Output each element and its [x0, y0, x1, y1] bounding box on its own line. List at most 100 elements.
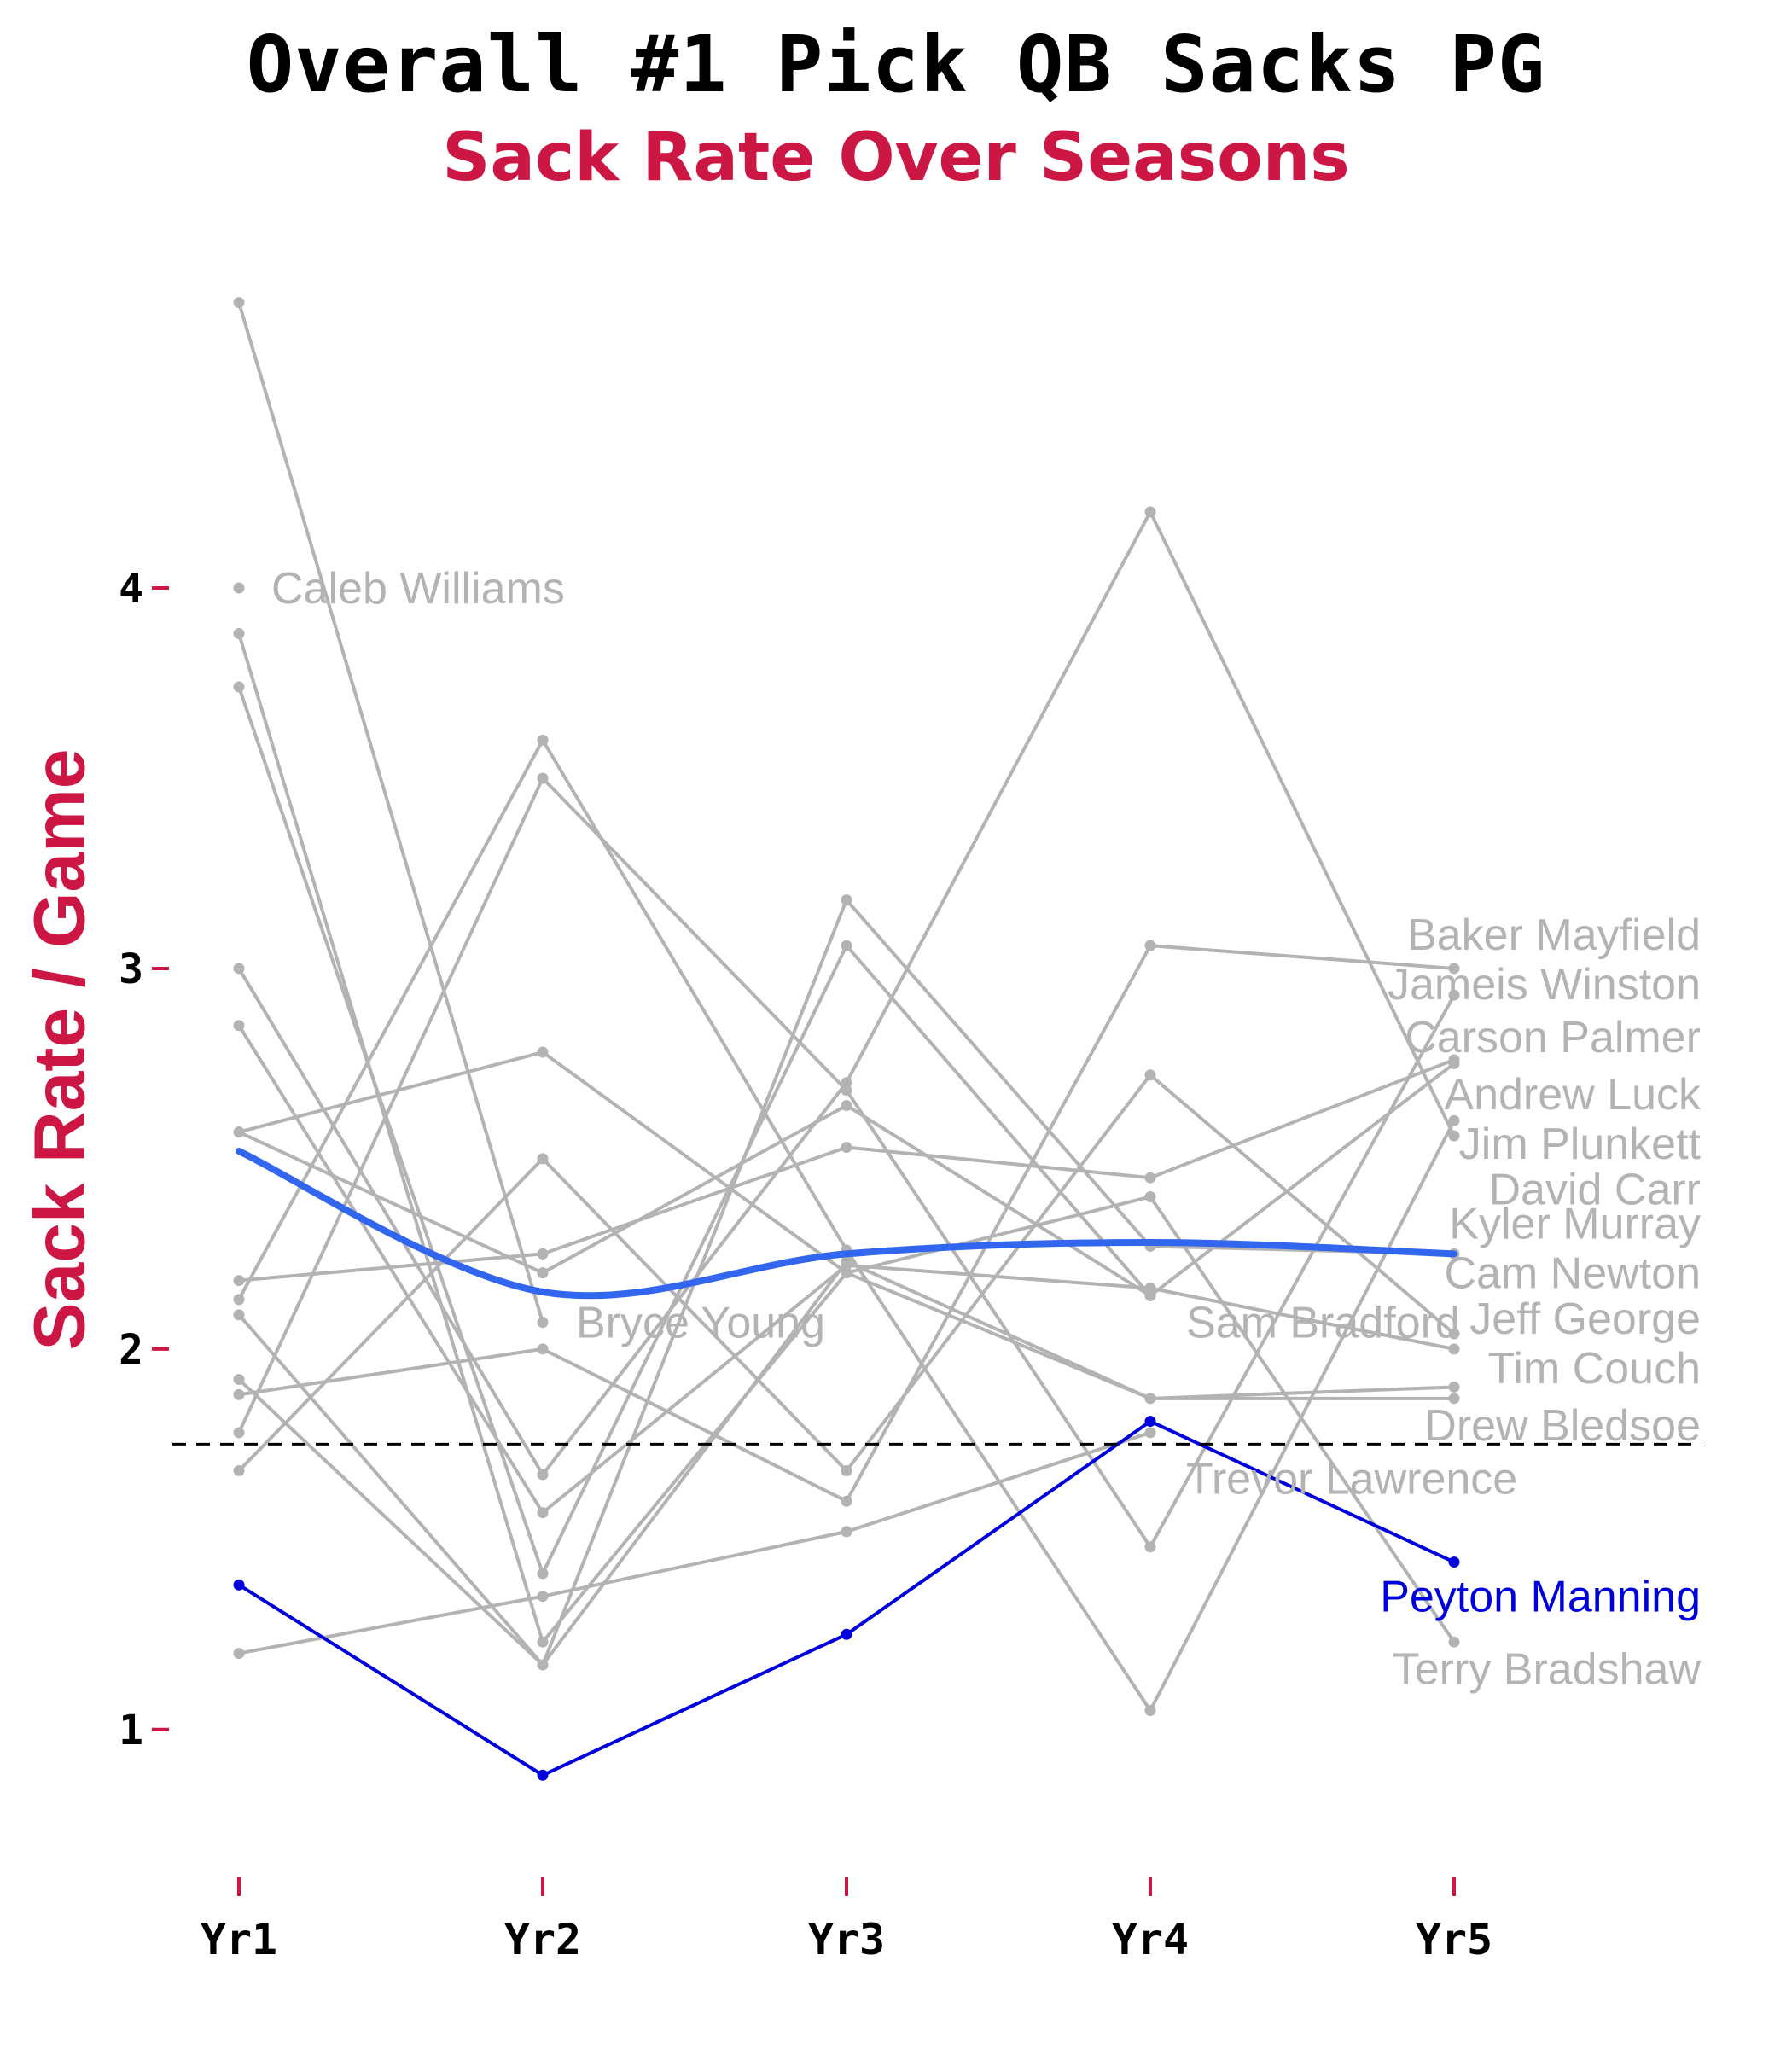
series-label-jameis-winston: Jameis Winston [1388, 960, 1701, 1009]
data-point-jim-plunkett [1144, 1172, 1156, 1184]
series-label-kyler-murray: Kyler Murray [1449, 1200, 1701, 1249]
chart-title: Overall #1 Pick QB Sacks PG [246, 19, 1546, 110]
data-point-sam-bradford [841, 1099, 852, 1111]
data-point-terry-bradshaw [233, 1648, 245, 1660]
series-label-jeff-george: Jeff George [1469, 1295, 1701, 1344]
series-label-terry-bradshaw: Terry Bradshaw [1393, 1644, 1702, 1694]
data-point-drew-bledsoe [1144, 1393, 1156, 1405]
data-point-drew-bledsoe [1448, 1393, 1460, 1405]
data-point-peyton-manning [1144, 1416, 1156, 1428]
data-point-baker-mayfield [841, 940, 852, 951]
series-label-jim-plunkett: Jim Plunkett [1459, 1120, 1702, 1169]
data-point-drew-bledsoe [537, 1046, 549, 1058]
trend-line [236, 1147, 1457, 1300]
data-point-baker-mayfield [1144, 1289, 1156, 1301]
y-tick-label: 1 [119, 1707, 143, 1754]
data-point-peyton-manning [537, 1769, 549, 1781]
data-point-jameis-winston [1448, 989, 1460, 1001]
series-line-jameis-winston [237, 776, 1456, 1549]
chart-subtitle: Sack Rate Over Seasons [442, 119, 1350, 196]
data-point-jeff-george [1144, 506, 1156, 518]
data-point-trevor-lawrence [233, 628, 245, 640]
data-point-peyton-manning [841, 1628, 852, 1640]
series-line-bryce-young [237, 302, 544, 1324]
series-label-drew-bledsoe: Drew Bledsoe [1424, 1401, 1701, 1451]
x-tick-label: Yr2 [504, 1915, 581, 1964]
data-point-caleb-williams [233, 582, 245, 594]
data-point-tim-couch [841, 1255, 852, 1267]
y-tick-label: 4 [119, 565, 143, 613]
series-label-bryce-young: Bryce Young [576, 1299, 825, 1348]
data-point-david-carr [233, 1465, 245, 1477]
series-label-david-carr: David Carr [1489, 1166, 1702, 1215]
data-point-peyton-manning [1448, 1556, 1460, 1568]
series-label-sam-bradford: Sam Bradford [1186, 1299, 1460, 1348]
series-label-caleb-williams: Caleb Williams [271, 564, 565, 614]
series-line-sam-bradford [238, 1103, 1152, 1298]
data-point-david-carr [1448, 1328, 1460, 1340]
data-point-carson-palmer [537, 734, 549, 746]
data-point-sam-bradford [537, 1267, 549, 1279]
series-label-carson-palmer: Carson Palmer [1405, 1013, 1701, 1062]
data-point-david-carr [841, 1465, 852, 1477]
series-label-tim-couch: Tim Couch [1488, 1344, 1701, 1393]
y-tick-label: 2 [119, 1326, 143, 1374]
data-point-kyler-murray [233, 1309, 245, 1321]
data-point-tim-couch [1448, 1381, 1460, 1393]
data-point-jim-plunkett [537, 1248, 549, 1260]
data-point-trevor-lawrence [1448, 1636, 1460, 1648]
x-tick-label: Yr5 [1416, 1915, 1492, 1964]
data-point-cam-newton [1448, 1343, 1460, 1355]
data-point-terry-bradshaw [537, 1591, 549, 1603]
data-point-david-carr [537, 1153, 549, 1165]
series-label-baker-mayfield: Baker Mayfield [1407, 911, 1701, 960]
series-line-carson-palmer [237, 738, 1456, 1713]
data-point-trevor-lawrence [1144, 1190, 1156, 1202]
data-point-jeff-george [537, 1469, 549, 1481]
data-point-terry-bradshaw [841, 1526, 852, 1538]
data-point-tim-couch [537, 1659, 549, 1671]
data-point-jameis-winston [233, 1427, 245, 1439]
x-tick-label: Yr1 [201, 1915, 277, 1964]
data-point-andrew-luck [1448, 963, 1460, 975]
series-label-andrew-luck: Andrew Luck [1444, 1070, 1702, 1120]
data-point-carson-palmer [1448, 1114, 1460, 1126]
x-tick-label: Yr4 [1112, 1915, 1189, 1964]
data-point-bryce-young [233, 297, 245, 309]
data-point-jameis-winston [1144, 1541, 1156, 1553]
data-point-tim-couch [233, 1374, 245, 1386]
data-point-baker-mayfield [537, 1568, 549, 1580]
data-point-carson-palmer [233, 1294, 245, 1306]
series-label-trevor-lawrence: Trevor Lawrence [1186, 1454, 1517, 1504]
data-point-jameis-winston [537, 772, 549, 784]
data-point-drew-bledsoe [233, 1126, 245, 1138]
data-point-cam-newton [1144, 1283, 1156, 1295]
data-point-david-carr [1144, 1069, 1156, 1081]
data-point-peyton-manning [233, 1579, 245, 1591]
data-point-kyler-murray [841, 894, 852, 906]
data-point-jim-plunkett [1448, 1054, 1460, 1066]
y-tick-label: 3 [119, 945, 143, 993]
data-point-jeff-george [841, 1077, 852, 1089]
series-label-cam-newton: Cam Newton [1444, 1249, 1701, 1299]
data-point-andrew-luck [1144, 940, 1156, 951]
data-point-trevor-lawrence [537, 1636, 549, 1648]
data-point-jim-plunkett [841, 1142, 852, 1154]
data-point-drew-bledsoe [841, 1267, 852, 1279]
data-point-andrew-luck [537, 1343, 549, 1355]
data-point-andrew-luck [841, 1495, 852, 1507]
x-tick-label: Yr3 [808, 1915, 885, 1964]
data-point-andrew-luck [233, 1388, 245, 1400]
data-point-cam-newton [233, 1020, 245, 1032]
data-point-cam-newton [537, 1507, 549, 1519]
series-line-terry-bradshaw [238, 1431, 1151, 1655]
data-point-jim-plunkett [233, 1275, 245, 1287]
data-point-jeff-george [1448, 1130, 1460, 1142]
data-point-carson-palmer [1144, 1704, 1156, 1716]
data-point-jeff-george [233, 963, 245, 975]
data-point-terry-bradshaw [1144, 1427, 1156, 1439]
data-point-bryce-young [537, 1317, 549, 1329]
data-point-baker-mayfield [233, 681, 245, 693]
